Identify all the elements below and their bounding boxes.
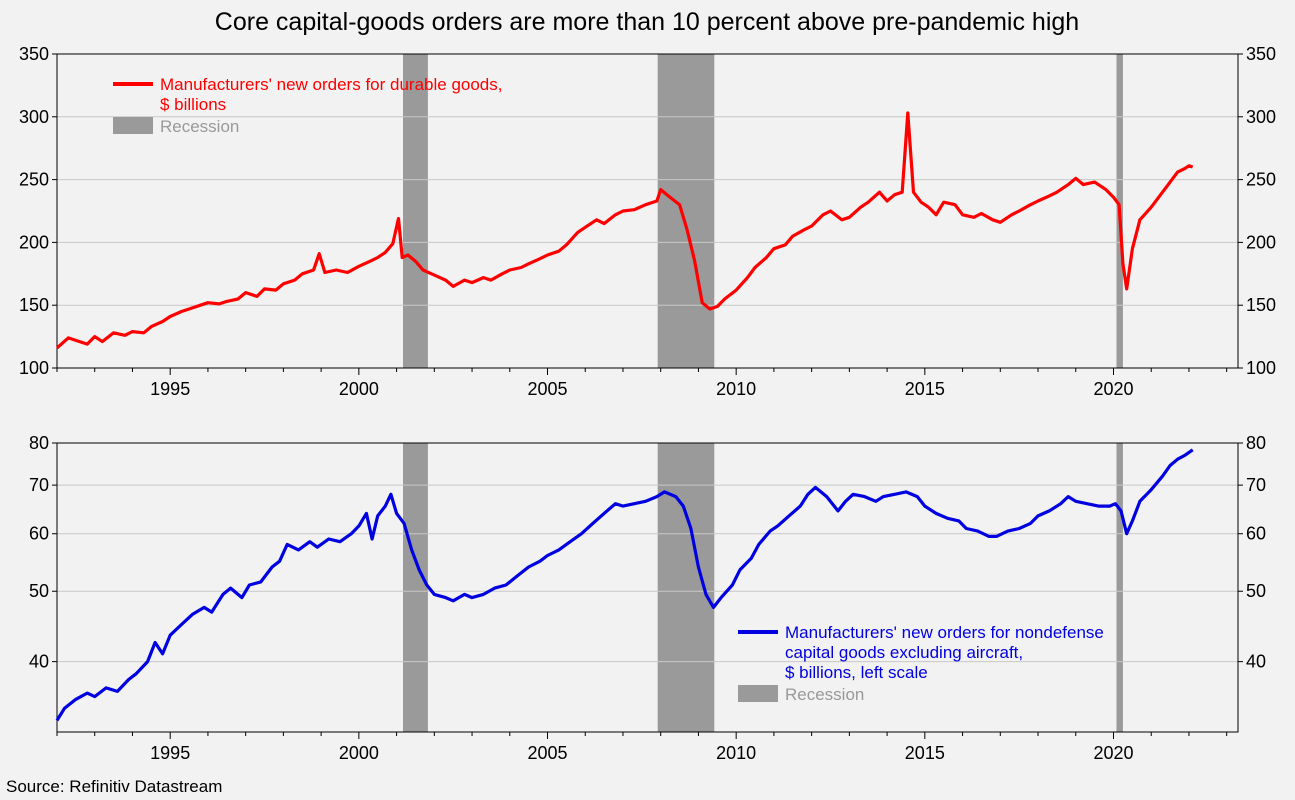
xtick-label-2015: 2015	[905, 743, 945, 763]
ytick-right-label-60: 60	[1246, 524, 1266, 544]
chart-title: Core capital-goods orders are more than …	[215, 8, 1079, 36]
ytick-left-label-60: 60	[29, 524, 49, 544]
source-note: Source: Refinitiv Datastream	[6, 777, 222, 796]
ytick-right-label-80: 80	[1246, 433, 1266, 453]
recession-band-1	[402, 54, 428, 368]
ytick-right-label-350: 350	[1246, 44, 1276, 64]
ytick-right-label-40: 40	[1246, 652, 1266, 672]
recession-band-2	[657, 54, 715, 368]
legend-recession-label: Recession	[160, 117, 239, 136]
legend-series-label-line-2: capital goods excluding aircraft,	[785, 643, 1023, 662]
ytick-left-label-300: 300	[19, 107, 49, 127]
legend-series-label-line-2: $ billions	[160, 95, 226, 114]
ytick-left-label-350: 350	[19, 44, 49, 64]
xtick-label-2015: 2015	[905, 379, 945, 399]
ytick-right-label-300: 300	[1246, 107, 1276, 127]
ytick-left-label-80: 80	[29, 433, 49, 453]
ytick-right-label-100: 100	[1246, 358, 1276, 378]
recession-band-2	[657, 443, 715, 732]
xtick-label-2010: 2010	[716, 743, 756, 763]
xtick-label-2020: 2020	[1093, 379, 1133, 399]
xtick-label-2005: 2005	[527, 743, 567, 763]
legend-recession-swatch	[113, 117, 153, 134]
ytick-left-label-200: 200	[19, 232, 49, 252]
recession-band-3	[1116, 443, 1123, 732]
series-line-1	[55, 111, 1194, 350]
xtick-label-2000: 2000	[339, 743, 379, 763]
legend-recession-label: Recession	[785, 685, 864, 704]
series-line-1	[55, 448, 1194, 722]
xtick-label-2010: 2010	[716, 379, 756, 399]
xtick-label-1995: 1995	[150, 379, 190, 399]
legend-series-label-line-1: Manufacturers' new orders for durable go…	[160, 75, 502, 94]
ytick-right-label-70: 70	[1246, 475, 1266, 495]
core-capital-goods-panel: 40 40 50 50 60 60 70 70 80 80 1995 2000 2005 2010 2015…	[29, 433, 1266, 763]
legend-series-label-line-3: $ billions, left scale	[785, 663, 928, 682]
recession-band-1	[402, 443, 428, 732]
legend-series-label-line-1: Manufacturers' new orders for nondefense	[785, 623, 1104, 642]
ytick-left-label-50: 50	[29, 581, 49, 601]
plot-frame	[56, 53, 1239, 369]
ytick-right-label-150: 150	[1246, 295, 1276, 315]
ytick-left-label-150: 150	[19, 295, 49, 315]
plot-frame	[56, 442, 1239, 733]
xtick-label-1995: 1995	[150, 743, 190, 763]
ytick-left-label-250: 250	[19, 170, 49, 190]
xtick-label-2005: 2005	[527, 379, 567, 399]
ytick-left-label-40: 40	[29, 652, 49, 672]
ytick-right-label-250: 250	[1246, 170, 1276, 190]
durable-goods-panel: 100 100 150 150 200 200 250 250 300 300 350 350 1995…	[19, 44, 1276, 399]
ytick-left-label-70: 70	[29, 475, 49, 495]
ytick-right-label-200: 200	[1246, 232, 1276, 252]
legend-recession-swatch	[738, 685, 778, 702]
ytick-left-label-100: 100	[19, 358, 49, 378]
ytick-right-label-50: 50	[1246, 581, 1266, 601]
xtick-label-2000: 2000	[339, 379, 379, 399]
xtick-label-2020: 2020	[1093, 743, 1133, 763]
